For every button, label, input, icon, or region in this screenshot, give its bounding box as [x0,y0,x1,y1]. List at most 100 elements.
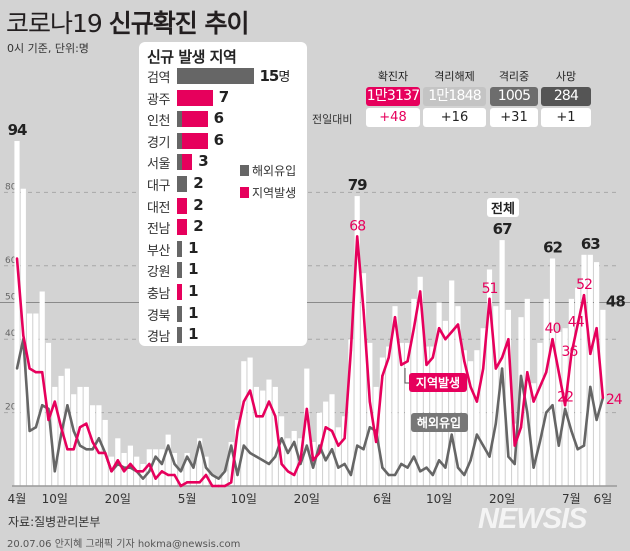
region-value: 15명 [260,66,291,85]
local-point [167,473,170,477]
total-bar [342,416,348,486]
local-point [563,404,567,407]
local-point [488,297,491,301]
local-point [211,484,214,488]
x-tick-label: 6월 [373,492,392,506]
region-bar-imported [177,327,183,344]
imported-point [532,466,535,469]
region-name: 검역 [147,71,170,86]
local-point [412,326,416,330]
local-point [154,477,157,480]
region-row: 대구 2 [139,174,307,194]
x-tick-label: 10일 [231,492,257,506]
imported-point [280,437,283,440]
total-label: 전체 [491,201,515,217]
total-bar [531,383,537,486]
imported-point [589,385,592,389]
imported-point [211,473,214,477]
region-count: 7 [218,87,229,106]
region-count: 1 [188,325,198,344]
region-row: 인천 6 [139,109,307,129]
imported-point [72,429,75,433]
local-point [444,338,447,341]
imported-point [368,426,371,429]
imported-point [419,470,422,473]
local-point [318,451,321,455]
local-point [450,330,453,334]
total-bar [335,427,341,486]
total-bar [323,401,329,486]
local-point [236,429,239,433]
region-panel-title: 신규 발생 지역 [147,48,237,66]
stat-header: 격리중 [498,70,530,83]
imported-point [179,470,182,473]
region-count: 3 [198,152,208,171]
stat-value: 284 [541,87,591,106]
local-point [538,385,542,389]
region-bar-imported [177,154,183,171]
imported-point [356,444,359,447]
region-name: 대전 [147,200,170,216]
total-bar [90,405,96,486]
local-annotation: 52 [576,277,592,293]
subtitle: 0시 기준, 단위:명 [7,42,89,55]
imported-point [444,466,447,469]
total-bar [209,474,215,486]
legend-imported: 해외유입 [240,162,296,179]
total-bar [549,258,556,486]
total-bar [587,254,593,486]
stat-value: 1005 [490,87,538,106]
imported-point [15,367,19,370]
imported-point [160,462,164,466]
region-bar-local [177,197,188,214]
local-point [129,462,132,466]
local-point [78,426,82,429]
imported-point [129,466,132,469]
imported-point [500,367,504,370]
region-value: 2 [193,174,203,192]
local-point [368,400,371,403]
unit-label: 명 [278,70,290,85]
imported-point [526,411,529,414]
imported-point [545,411,548,414]
newsis-logo: NEWSIS [478,503,587,535]
total-bar [140,463,146,486]
region-count: 2 [193,217,203,236]
source-note: 자료:질병관리본부 [8,515,101,529]
local-point [582,293,586,297]
region-name: 서울 [147,157,170,173]
region-row: 경북 1 [139,304,307,324]
local-point [349,349,353,352]
total-bar [348,339,354,486]
local-point [248,389,252,392]
local-point [22,334,25,337]
local-point [47,418,50,422]
imported-swatch [240,165,249,176]
total-bar [64,368,70,486]
total-bar [253,386,259,486]
total-bar [360,273,367,486]
total-bar [581,254,587,486]
region-value: 2 [193,196,203,214]
total-bar [228,441,234,486]
region-bar-imported [177,240,183,257]
total-bar [354,196,360,486]
region-value: 6 [214,109,224,127]
imported-point [337,466,340,469]
imported-point [248,451,252,455]
region-bar-imported [177,176,188,192]
local-annotation: 51 [482,281,498,297]
local-point [482,367,485,370]
imported-point [311,466,315,469]
stat-delta: +31 [490,108,538,127]
local-annotation: 22 [557,389,573,405]
region-name: 충남 [147,287,170,302]
region-count: 2 [193,174,203,192]
region-value: 1 [188,239,198,257]
total-bar [568,298,574,486]
local-point [456,323,460,326]
total-bar [468,361,474,486]
local-point [507,338,510,341]
imported-point [431,473,434,477]
